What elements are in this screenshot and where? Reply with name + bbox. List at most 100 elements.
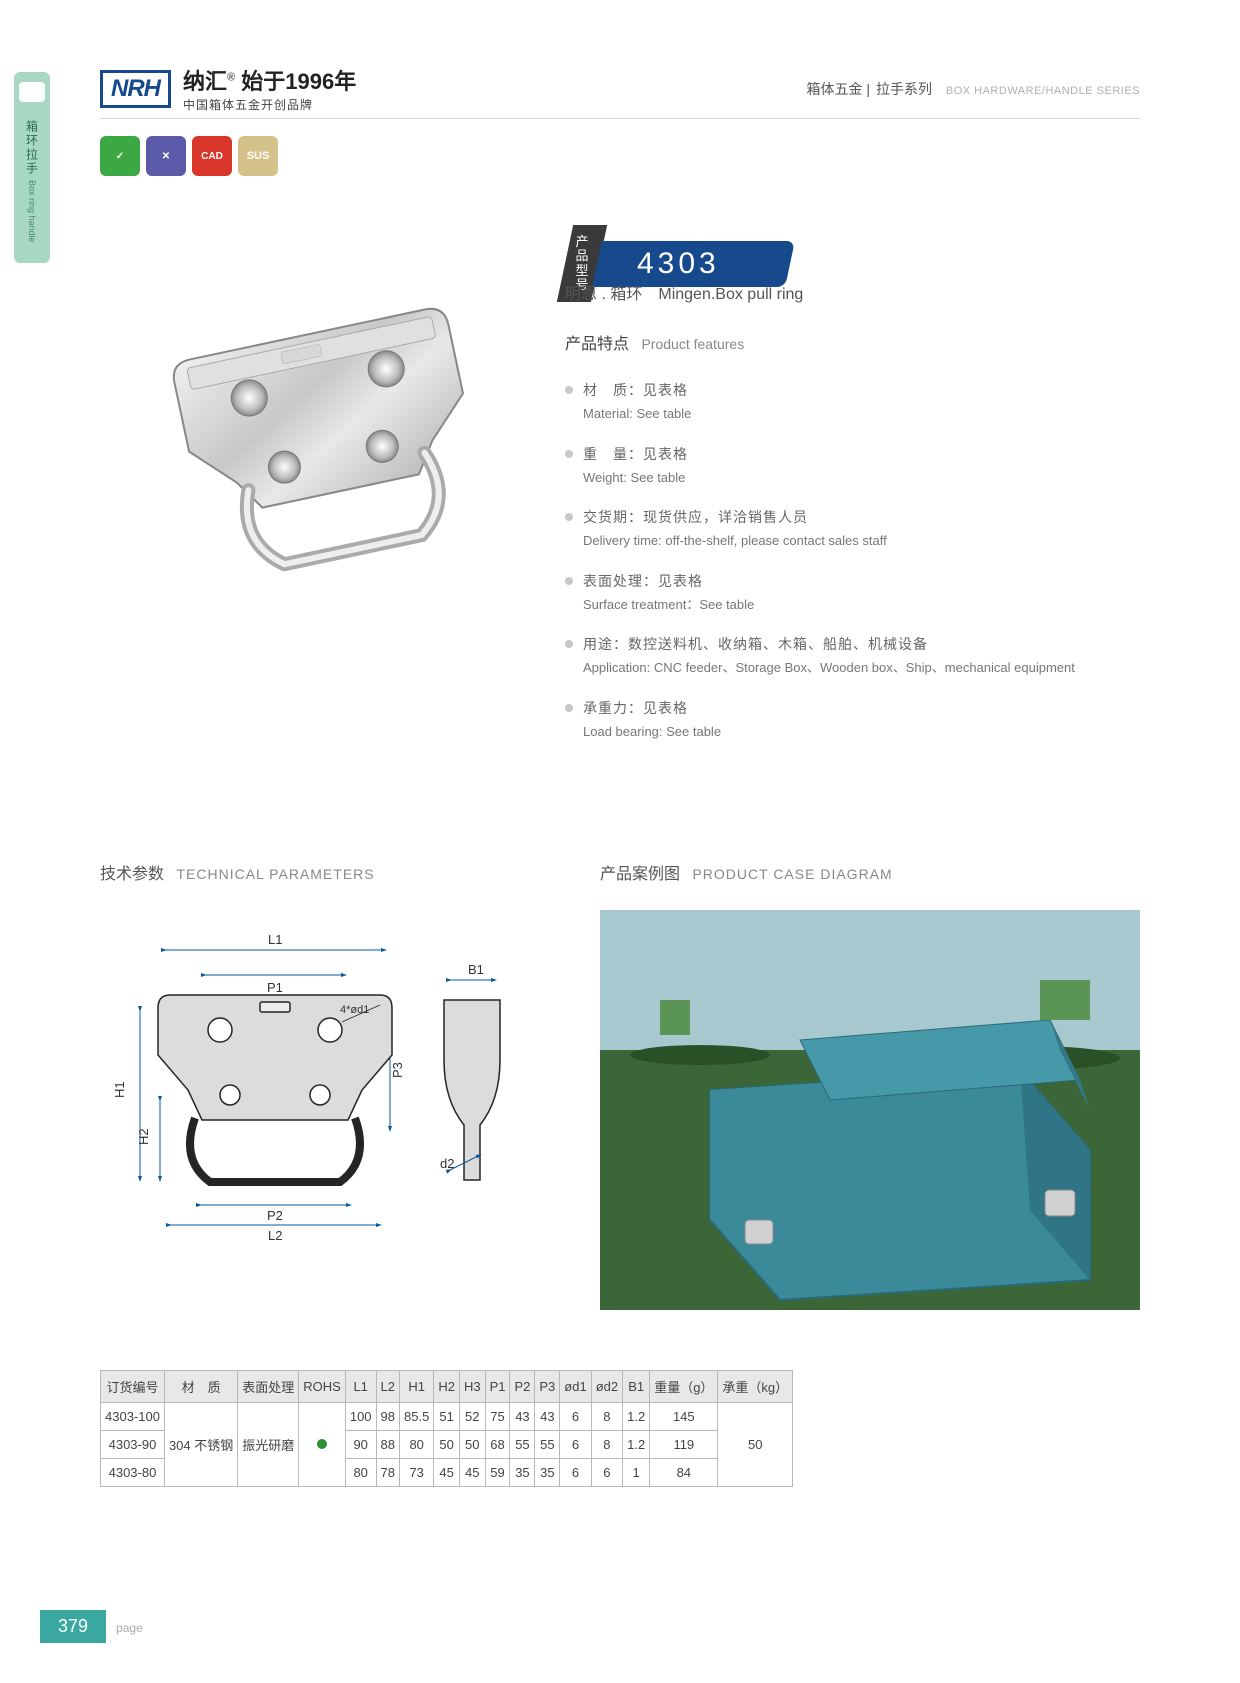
product-photo — [150, 260, 530, 620]
table-cell: 4303-100 — [101, 1403, 165, 1431]
svg-text:L1: L1 — [268, 932, 282, 947]
table-cell: 100 — [345, 1403, 376, 1431]
table-header: 表面处理 — [238, 1371, 299, 1403]
table-cell: 52 — [459, 1403, 485, 1431]
svg-text:B1: B1 — [468, 962, 484, 977]
table-cell: 145 — [650, 1403, 718, 1431]
feature-en: Surface treatment：See table — [583, 595, 1140, 615]
table-cell: 1.2 — [623, 1403, 650, 1431]
table-header: B1 — [623, 1371, 650, 1403]
badge-eco: ✓ — [100, 136, 140, 176]
table-header: 承重（kg） — [718, 1371, 793, 1403]
page-header: NRH 纳汇® 始于1996年 中国箱体五金开创品牌 箱体五金 | 拉手系列 B… — [100, 64, 1140, 113]
table-cell: 6 — [591, 1459, 622, 1487]
badge-tools: ✕ — [146, 136, 186, 176]
table-header: P2 — [510, 1371, 535, 1403]
features-title-cn: 产品特点 — [565, 336, 629, 353]
table-header: H1 — [400, 1371, 434, 1403]
table-cell: 119 — [650, 1431, 718, 1459]
table-cell: 55 — [510, 1431, 535, 1459]
feature-item: 交货期：现货供应，详洽销售人员Delivery time: off-the-sh… — [565, 499, 1140, 563]
feature-cn: 承重力：见表格 — [583, 698, 1140, 718]
table-cell: 50 — [718, 1403, 793, 1487]
tech-title-en: TECHNICAL PARAMETERS — [176, 866, 374, 882]
rohs-dot — [317, 1439, 327, 1449]
table-cell: 73 — [400, 1459, 434, 1487]
table-cell: 4303-80 — [101, 1459, 165, 1487]
table-cell: 43 — [535, 1403, 560, 1431]
feature-cn: 材 质：见表格 — [583, 380, 1140, 400]
svg-text:d2: d2 — [440, 1156, 454, 1171]
feature-item: 材 质：见表格 Material: See table — [565, 372, 1140, 436]
side-tab-icon — [19, 82, 45, 102]
side-tab-en: Box ring handle — [27, 180, 37, 243]
table-cell: 85.5 — [400, 1403, 434, 1431]
product-features: 产品特点 Product features 材 质：见表格 Material: S… — [565, 330, 1140, 753]
table-cell: 88 — [376, 1431, 399, 1459]
feature-en: Material: See table — [583, 404, 1140, 424]
header-sep: | — [863, 81, 874, 97]
table-cell: 80 — [400, 1431, 434, 1459]
header-cat-cn2: 拉手系列 — [876, 81, 932, 97]
case-title-cn: 产品案例图 — [600, 866, 680, 883]
table-cell: 50 — [434, 1431, 460, 1459]
table-header: H2 — [434, 1371, 460, 1403]
table-header: ød1 — [560, 1371, 591, 1403]
svg-text:P1: P1 — [267, 980, 283, 995]
table-header: 订货编号 — [101, 1371, 165, 1403]
table-cell: 51 — [434, 1403, 460, 1431]
side-category-tab: 箱环拉手 Box ring handle — [14, 72, 50, 263]
brand-name: 纳汇® 始于1996年 — [183, 64, 356, 96]
case-title-en: PRODUCT CASE DIAGRAM — [692, 866, 892, 882]
table-header: H3 — [459, 1371, 485, 1403]
feature-item: 重 量：见表格 Weight: See table — [565, 436, 1140, 500]
svg-text:L2: L2 — [268, 1228, 282, 1243]
table-header: ROHS — [299, 1371, 346, 1403]
spec-table: 订货编号材 质表面处理ROHSL1L2H1H2H3P1P2P3ød1ød2B1重… — [100, 1370, 793, 1487]
table-cell: 6 — [560, 1431, 591, 1459]
table-cell: 304 不锈钢 — [164, 1403, 237, 1487]
table-cell: 98 — [376, 1403, 399, 1431]
badge-cad: CAD — [192, 136, 232, 176]
brand-cn: 纳汇 — [183, 69, 227, 94]
page-footer: 379 page — [40, 1610, 143, 1643]
table-cell: 78 — [376, 1459, 399, 1487]
header-cat-cn1: 箱体五金 — [807, 81, 863, 97]
header-cat-en: BOX HARDWARE/HANDLE SERIES — [946, 85, 1140, 97]
feature-item: 用途：数控送料机、收纳箱、木箱、船舶、机械设备Application: CNC … — [565, 626, 1140, 690]
table-header: 材 质 — [164, 1371, 237, 1403]
case-diagram-title: 产品案例图 PRODUCT CASE DIAGRAM — [600, 860, 1140, 884]
table-cell: 振光研磨 — [238, 1403, 299, 1487]
header-category: 箱体五金 | 拉手系列 BOX HARDWARE/HANDLE SERIES — [807, 79, 1140, 99]
feature-cn: 用途：数控送料机、收纳箱、木箱、船舶、机械设备 — [583, 634, 1140, 654]
table-row: 4303-100304 不锈钢振光研磨1009885.5515275434368… — [101, 1403, 793, 1431]
feature-en: Weight: See table — [583, 468, 1140, 488]
features-title: 产品特点 Product features — [565, 330, 1140, 354]
brand-subtitle: 中国箱体五金开创品牌 — [183, 96, 356, 113]
feature-cn: 表面处理：见表格 — [583, 571, 1140, 591]
table-cell: 35 — [510, 1459, 535, 1487]
table-cell: 6 — [560, 1459, 591, 1487]
table-header: P1 — [485, 1371, 510, 1403]
table-cell: 90 — [345, 1431, 376, 1459]
features-title-en: Product features — [641, 336, 744, 352]
logo-block: NRH 纳汇® 始于1996年 中国箱体五金开创品牌 — [100, 64, 356, 113]
logo-text: 纳汇® 始于1996年 中国箱体五金开创品牌 — [183, 64, 356, 113]
table-cell: 1 — [623, 1459, 650, 1487]
table-cell: 8 — [591, 1431, 622, 1459]
logo-mark: NRH — [100, 70, 171, 108]
svg-text:P3: P3 — [390, 1062, 405, 1078]
badge-sus: SUS — [238, 136, 278, 176]
table-cell: 50 — [459, 1431, 485, 1459]
model-sub-cn: 明恩 . 箱环 — [565, 286, 642, 303]
technical-drawing: L1 P1 4*ød1 B1 H1 H2 P3 d2 P2 L2 — [100, 900, 530, 1280]
svg-text:H2: H2 — [136, 1128, 151, 1145]
table-cell — [299, 1403, 346, 1487]
table-header: P3 — [535, 1371, 560, 1403]
product-case-photo — [600, 910, 1140, 1310]
feature-cn: 重 量：见表格 — [583, 444, 1140, 464]
table-header: L1 — [345, 1371, 376, 1403]
page-number: 379 — [40, 1610, 106, 1643]
table-cell: 80 — [345, 1459, 376, 1487]
table-cell: 1.2 — [623, 1431, 650, 1459]
